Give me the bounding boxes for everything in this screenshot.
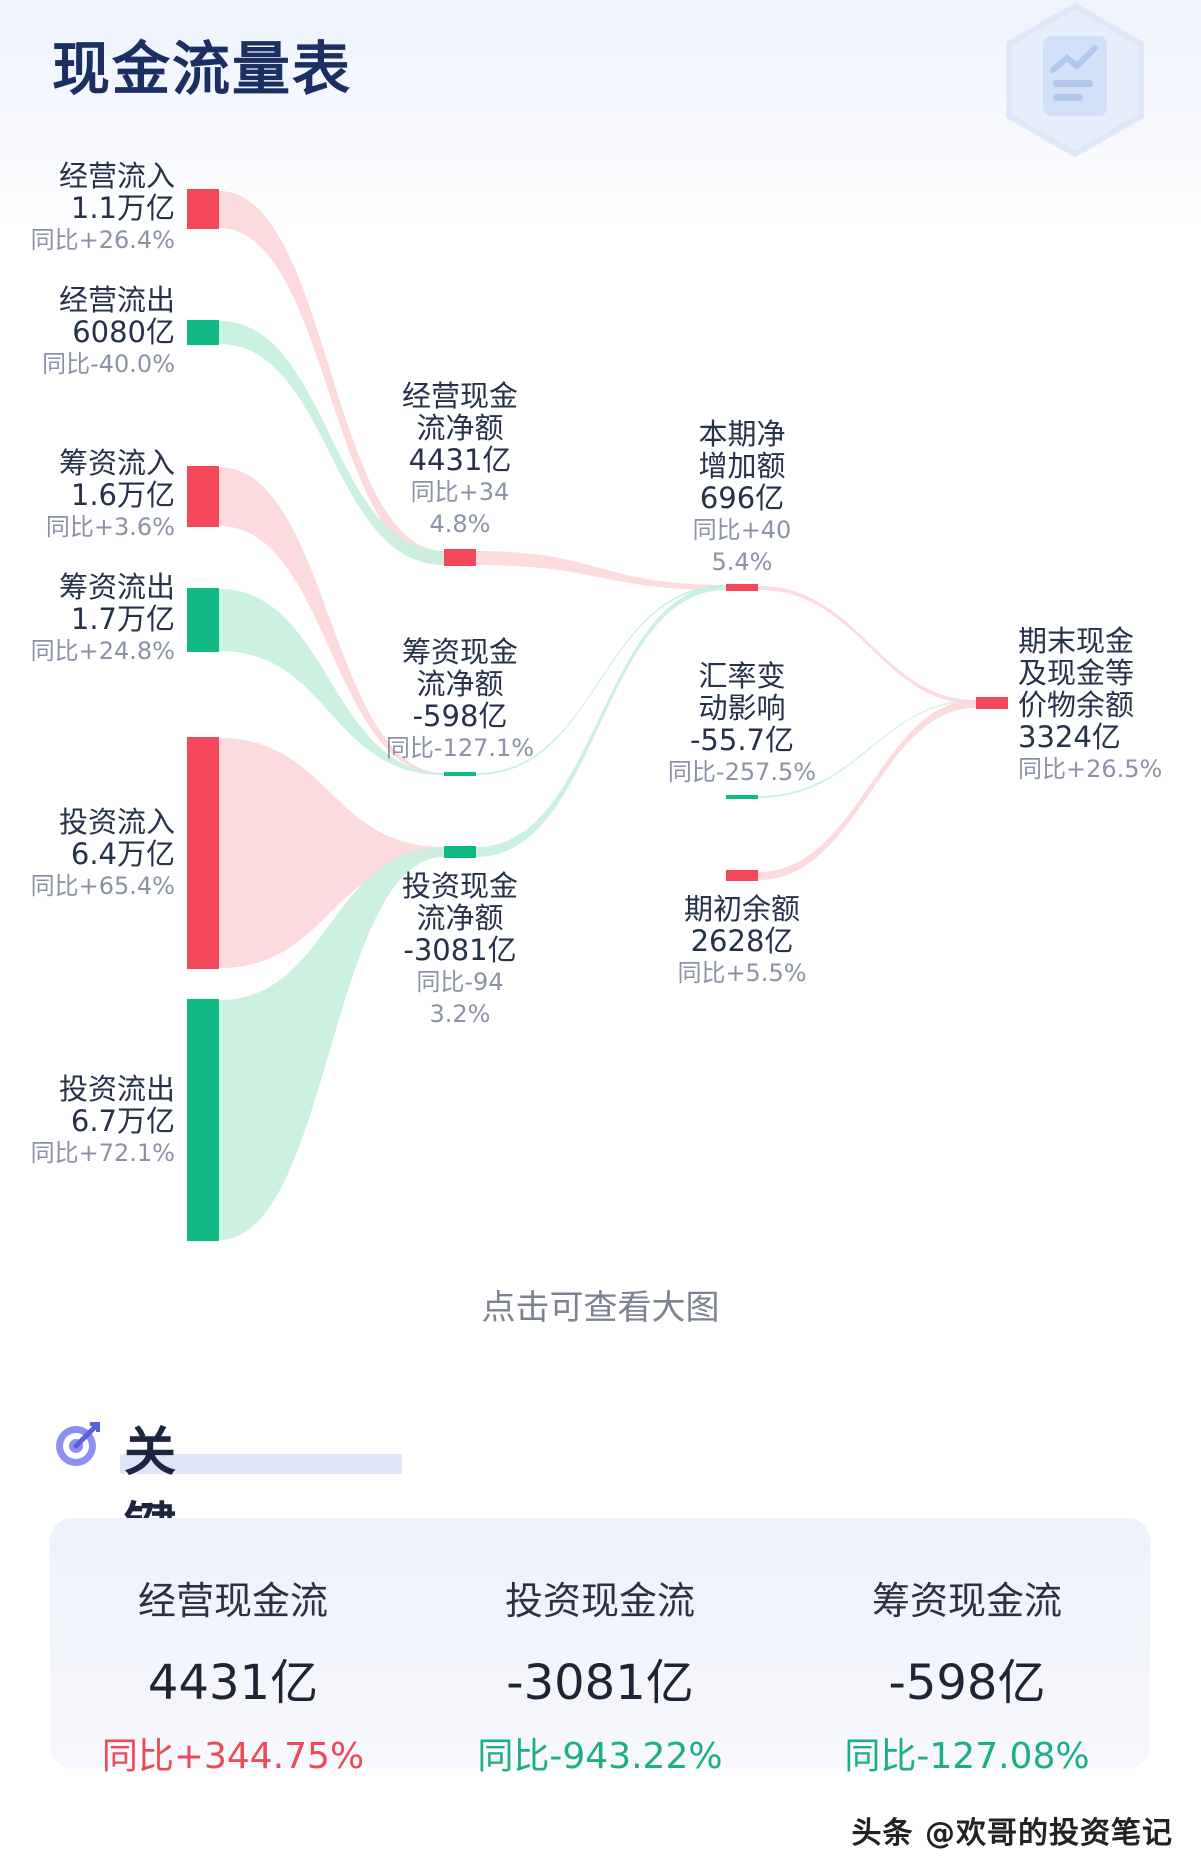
node-investing-outflow[interactable] [187, 999, 219, 1241]
page-title: 现金流量表 [52, 35, 353, 103]
title-underline [120, 1454, 402, 1474]
metric-change: 同比+344.75% [101, 1736, 365, 1777]
view-large-image-link[interactable]: 点击可查看大图 [481, 1288, 720, 1328]
label-beginning-balance: 期初余额 2628亿 同比+5.5% [677, 892, 807, 987]
flow-band [219, 467, 444, 775]
flow-band [219, 847, 444, 1240]
flow-band [219, 321, 444, 565]
node-beginning-balance[interactable] [726, 870, 758, 881]
label-financing-net: 筹资现金 流净额 -598亿 同比-127.1% [385, 635, 535, 762]
metric-value: -598亿 [888, 1655, 1046, 1711]
metric-change: 同比-943.22% [477, 1736, 723, 1777]
report-chart-icon [1006, 2, 1144, 158]
node-operating-net[interactable] [444, 549, 476, 566]
label-operating-inflow: 经营流入 1.1万亿 同比+26.4% [30, 159, 175, 254]
metric-value: 4431亿 [147, 1655, 319, 1711]
watermark: 头条 @欢哥的投资笔记 [851, 1816, 1173, 1851]
metric-operating-cash-flow[interactable]: 经营现金流 4431亿 同比+344.75% [50, 1518, 416, 1779]
node-investing-net[interactable] [444, 846, 476, 858]
label-operating-outflow: 经营流出 6080亿 同比-40.0% [42, 283, 175, 378]
key-metrics-card: 经营现金流 4431亿 同比+344.75% 投资现金流 -3081亿 同比-9… [50, 1518, 1150, 1777]
metric-financing-cash-flow[interactable]: 筹资现金流 -598亿 同比-127.08% [784, 1518, 1150, 1779]
label-financing-outflow: 筹资流出 1.7万亿 同比+24.8% [30, 570, 175, 665]
label-operating-net: 经营现金 流净额 4431亿 同比+34 4.8% [401, 379, 518, 538]
label-fx-impact: 汇率变 动影响 -55.7亿 同比-257.5% [667, 659, 817, 786]
label-investing-net: 投资现金 流净额 -3081亿 同比-94 3.2% [401, 869, 518, 1028]
flow-band [758, 700, 976, 880]
metric-value: -3081亿 [506, 1655, 694, 1711]
flow-band [476, 551, 726, 590]
flow-band [476, 585, 726, 857]
node-financing-net[interactable] [444, 772, 476, 776]
label-investing-outflow: 投资流出 6.7万亿 同比+72.1% [30, 1072, 175, 1167]
label-financing-inflow: 筹资流入 1.6万亿 同比+3.6% [45, 446, 175, 541]
node-financing-outflow[interactable] [187, 588, 219, 652]
label-investing-inflow: 投资流入 6.4万亿 同比+65.4% [30, 805, 175, 900]
metric-label: 投资现金流 [504, 1579, 695, 1623]
label-ending-balance: 期末现金 及现金等 价物余额 3324亿 同比+26.5% [1018, 624, 1163, 783]
node-financing-inflow[interactable] [187, 466, 219, 527]
node-fx-impact[interactable] [726, 795, 758, 799]
label-net-increase: 本期净 增加额 696亿 同比+40 5.4% [692, 417, 792, 576]
metric-label: 筹资现金流 [871, 1579, 1062, 1623]
flow-band [219, 191, 444, 565]
metric-change: 同比-127.08% [844, 1736, 1090, 1777]
node-ending-balance[interactable] [976, 697, 1008, 709]
cash-flow-sankey[interactable] [0, 0, 1201, 1267]
flow-band [219, 738, 444, 968]
node-operating-outflow[interactable] [187, 320, 219, 345]
target-icon [56, 1422, 100, 1466]
node-operating-inflow[interactable] [187, 189, 219, 229]
node-net-increase[interactable] [726, 584, 758, 591]
flow-band [219, 589, 444, 775]
metric-label: 经营现金流 [137, 1579, 328, 1623]
node-investing-inflow[interactable] [187, 737, 219, 969]
metric-investing-cash-flow[interactable]: 投资现金流 -3081亿 同比-943.22% [417, 1518, 783, 1779]
